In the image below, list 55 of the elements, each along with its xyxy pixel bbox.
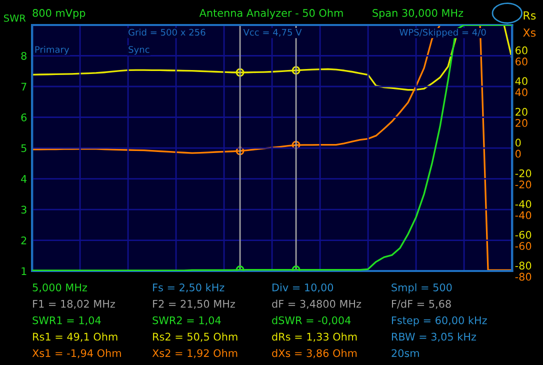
text: Fstep = 60,00 kHz bbox=[392, 316, 487, 326]
text: Xs1 = -1,94 Ohm bbox=[32, 349, 121, 358]
y-tick-label: 5 bbox=[21, 144, 26, 152]
text: F1 = 18,02 MHz bbox=[33, 300, 115, 309]
text: Xs2 = 1,92 Ohm bbox=[152, 349, 238, 358]
text: 20sm bbox=[392, 349, 419, 358]
y2-tick-label: 60 bbox=[516, 58, 528, 66]
text: Rs2 = 50,5 Ohm bbox=[153, 332, 238, 342]
y-tick-label: 2 bbox=[21, 236, 26, 244]
text: Fs = 2,50 kHz bbox=[153, 283, 224, 292]
text: dXs = 3,86 Ohm bbox=[272, 349, 357, 358]
text: F/dF = 5,68 bbox=[392, 300, 451, 309]
text: Rs1 = 49,1 Ohm bbox=[33, 332, 118, 342]
text: SWR2 = 1,04 bbox=[152, 316, 221, 326]
text: dSWR = -0,004 bbox=[272, 316, 351, 326]
y2-tick-label: -20 bbox=[515, 180, 532, 188]
y-axis-title: SWR bbox=[4, 14, 26, 22]
text: 800 mVpp bbox=[32, 9, 86, 19]
y2-tick-label: -40 bbox=[515, 211, 532, 220]
annotation: Primary bbox=[35, 46, 70, 55]
y2-axis-title: Rs bbox=[524, 11, 536, 20]
y3-tick-label: -40 bbox=[515, 200, 532, 208]
y3-tick-label: -80 bbox=[515, 262, 532, 270]
text: F2 = 21,50 MHz bbox=[153, 300, 235, 309]
y-tick-label: 3 bbox=[21, 206, 26, 214]
y-tick-label: 4 bbox=[21, 175, 27, 183]
text: dF = 3,4800 MHz bbox=[272, 300, 362, 309]
annotation: Grid = 500 x 256 bbox=[128, 28, 206, 36]
text: RBW = 3,05 kHz bbox=[392, 332, 476, 342]
y2-tick-label: -80 bbox=[515, 272, 532, 281]
text: Smpl = 500 bbox=[392, 283, 452, 294]
text: SWR1 = 1,04 bbox=[32, 316, 101, 326]
text: Div = 10,00 bbox=[272, 283, 334, 292]
y2-tick-label: 40 bbox=[515, 88, 528, 96]
y-tick-label: 1 bbox=[22, 267, 26, 275]
y3-tick-label: -20 bbox=[515, 169, 532, 178]
y3-axis-title: Xs bbox=[523, 28, 536, 37]
annotation: Vcc = 4,75 V bbox=[243, 28, 302, 37]
y2-tick-label: -60 bbox=[515, 242, 532, 250]
y3-tick-label: 40 bbox=[515, 77, 528, 86]
y3-tick-label: 0 bbox=[516, 138, 521, 147]
y3-tick-label: 60 bbox=[516, 46, 528, 54]
y2-tick-label: 0 bbox=[516, 150, 521, 158]
y3-tick-label: -60 bbox=[515, 230, 532, 239]
annotation: WPS/Skipped = 4/0 bbox=[400, 28, 486, 38]
chart-title: Antenna Analyzer - 50 Ohm bbox=[199, 8, 343, 19]
text: 5,000 MHz bbox=[32, 283, 88, 292]
y-tick-label: 6 bbox=[21, 113, 27, 122]
text: dRs = 1,33 Ohm bbox=[272, 332, 357, 342]
y-tick-label: 7 bbox=[21, 82, 26, 90]
y2-tick-label: 20 bbox=[516, 119, 528, 127]
text: Span 30,000 MHz bbox=[372, 9, 464, 19]
y-tick-label: 8 bbox=[21, 52, 26, 60]
y3-tick-label: 20 bbox=[516, 108, 528, 116]
annotation: Sync bbox=[128, 46, 150, 55]
